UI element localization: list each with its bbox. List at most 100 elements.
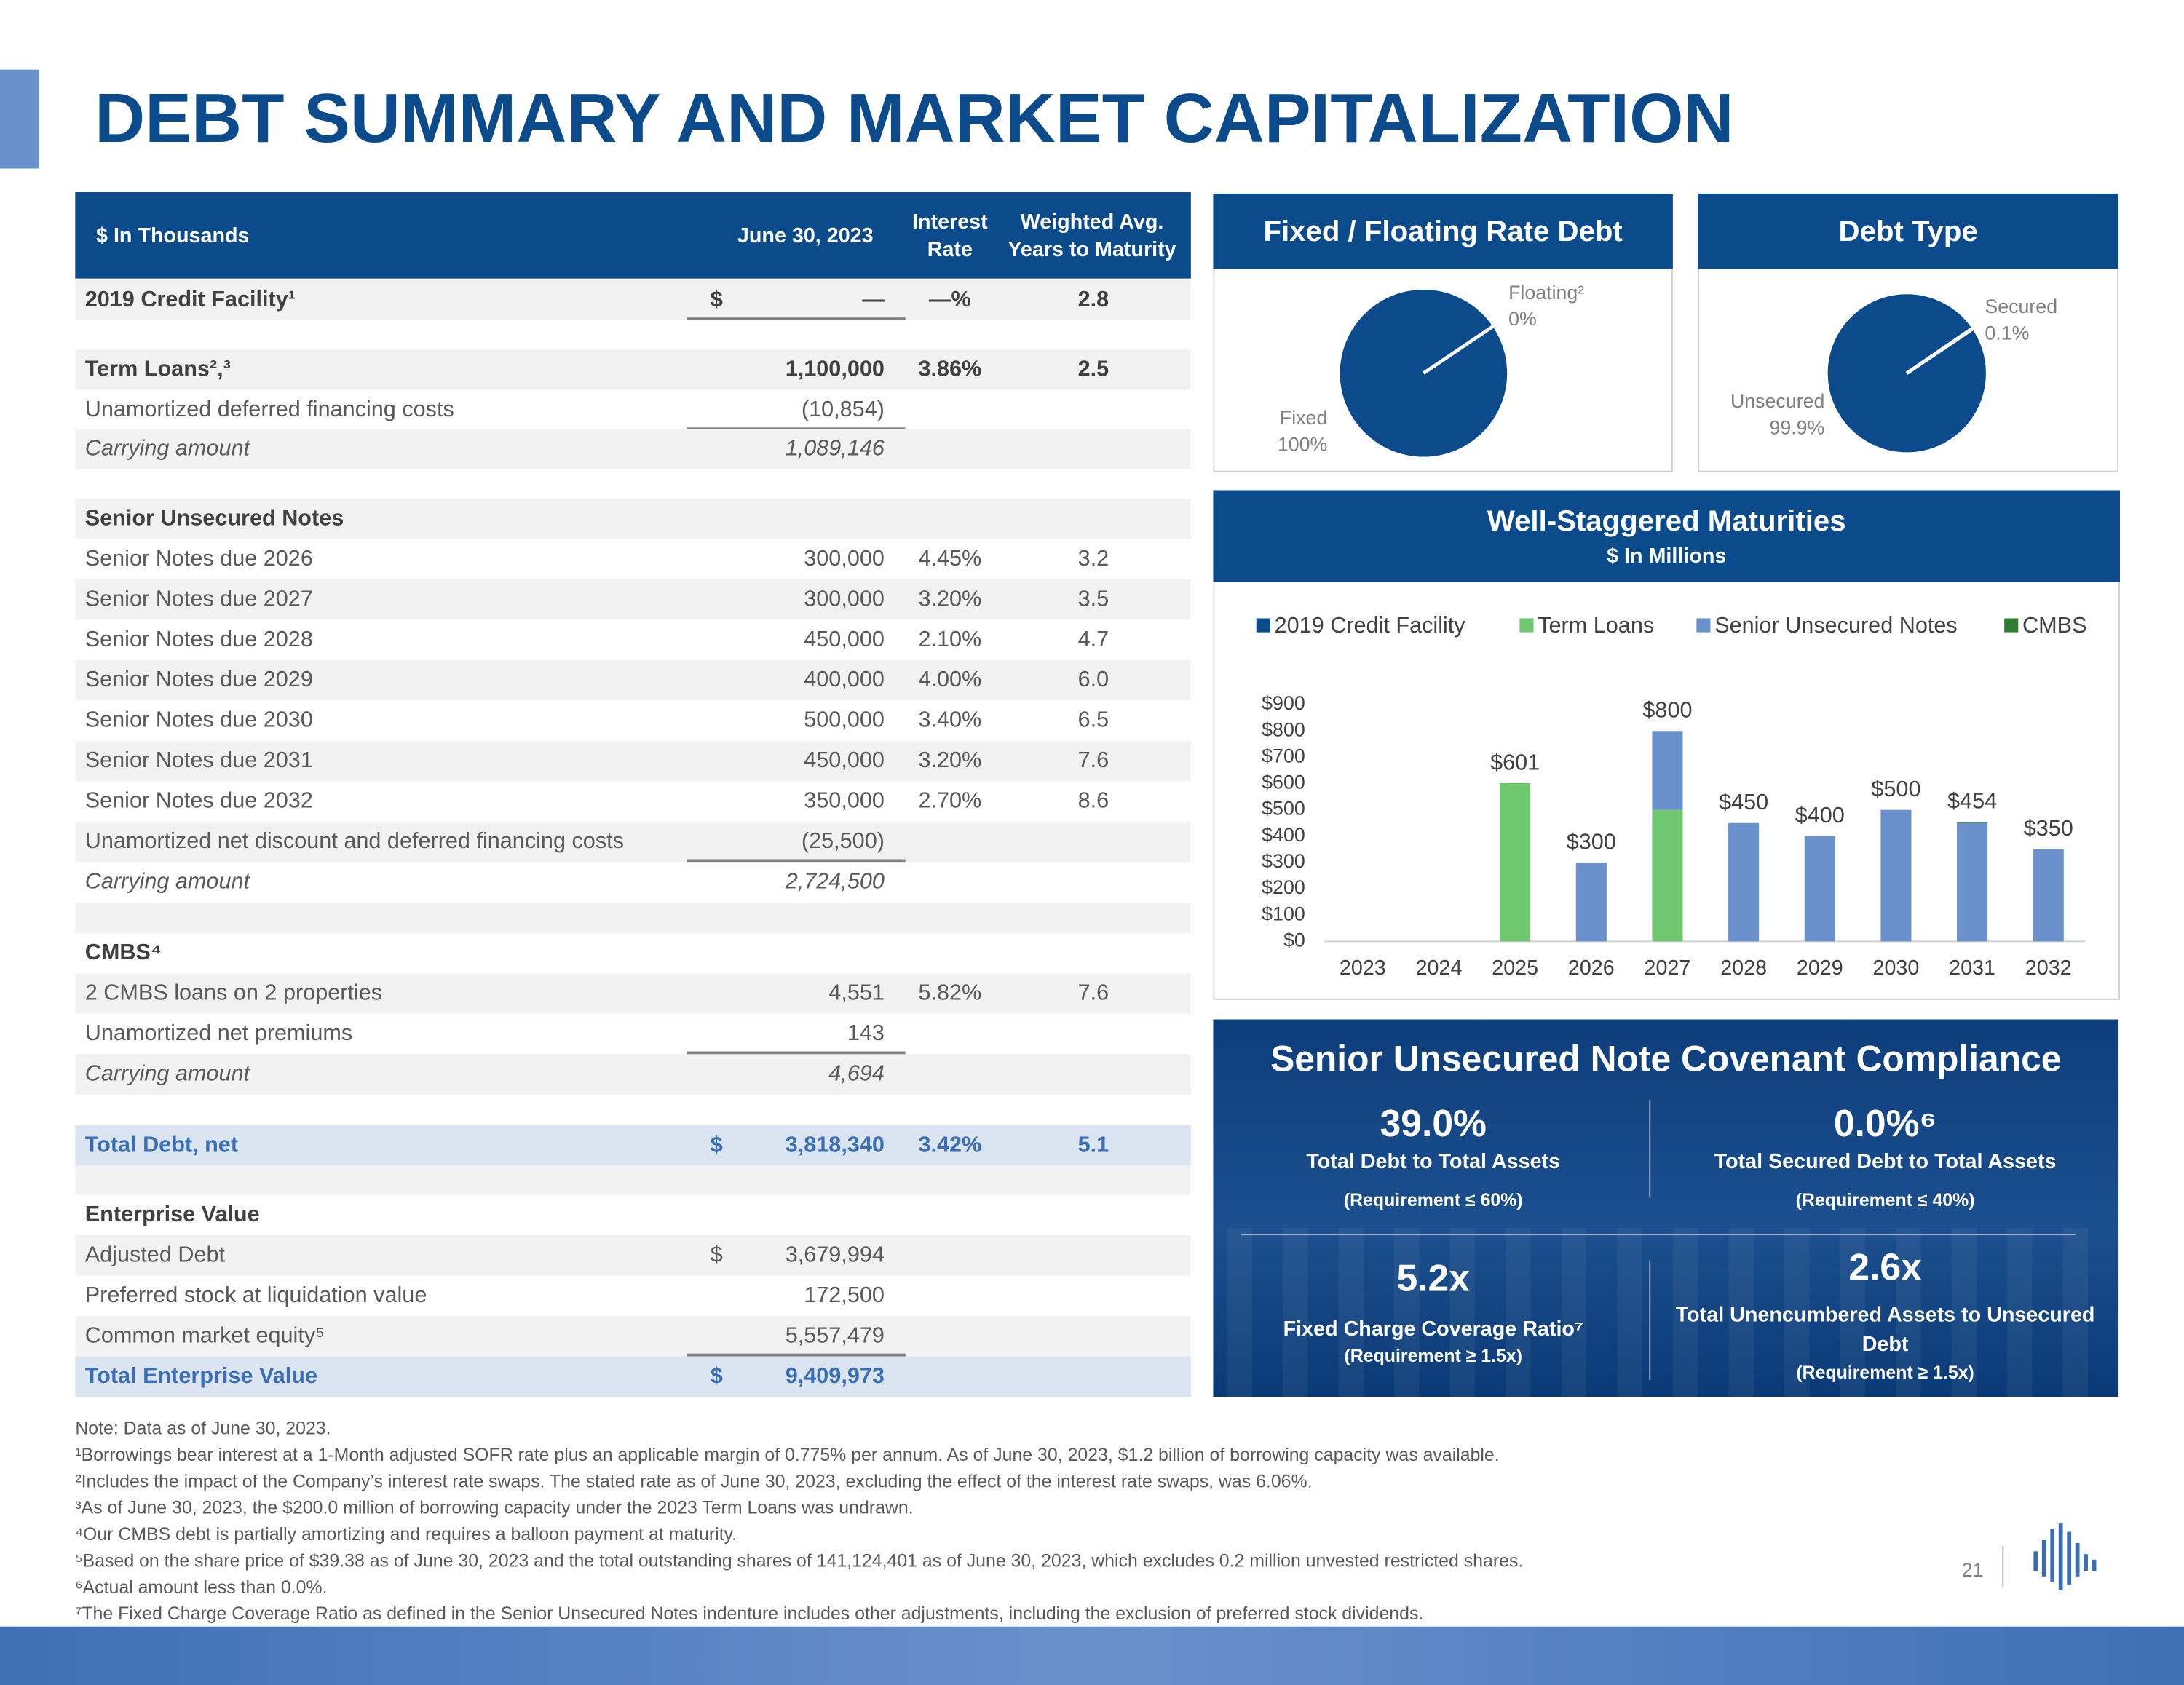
header-cell: $ In Thousands: [96, 224, 250, 248]
footnote: ¹Borrowings bear interest at a 1-Month a…: [75, 1444, 1500, 1465]
covenant-label: Total Secured Debt to Total Assets: [1714, 1150, 2057, 1174]
footnote: ²Includes the impact of the Company’s in…: [75, 1470, 1313, 1492]
rate: 3.86%: [918, 357, 982, 382]
divider: [1649, 1100, 1651, 1198]
pie-value-label: 0%: [1508, 308, 1537, 330]
bar: [1728, 822, 1760, 942]
bottom-band: [0, 1626, 2184, 1685]
amount: 4,551: [828, 981, 885, 1006]
amount: 1,100,000: [785, 357, 885, 382]
header-cell: Weighted Avg. Years to Maturity: [1008, 210, 1176, 262]
table-row: Senior Notes due 2030 500,000 3.40% 6.5: [75, 700, 1191, 741]
legend-label: CMBS: [2022, 613, 2086, 638]
y-tick-label: $500: [1262, 798, 1305, 820]
row-label: 2 CMBS loans on 2 properties: [84, 981, 383, 1006]
years: 4.7: [1077, 627, 1109, 652]
table-row: Common market equity⁵ 5,557,479: [75, 1316, 1191, 1357]
total-label: $454: [1947, 789, 1997, 814]
covenant-requirement: (Requirement ≥ 1.5x): [1796, 1362, 1974, 1383]
x-tick-label: 2025: [1492, 956, 1538, 980]
covenant-label: Total Debt to Total Assets: [1306, 1150, 1561, 1174]
y-tick-label: $900: [1262, 692, 1305, 714]
covenant-label: Total Unencumbered Assets to Unsecured D…: [1675, 1303, 2095, 1357]
spacer: [75, 1165, 1191, 1195]
amount: 5,557,479: [785, 1324, 885, 1349]
legend-swatch: [1256, 618, 1270, 633]
chart-subtitle: $ In Millions: [1607, 544, 1727, 568]
legend-swatch: [1519, 618, 1534, 633]
amount: 1,089,146: [785, 437, 885, 461]
amount: 400,000: [804, 668, 885, 692]
footnote: Note: Data as of June 30, 2023.: [75, 1417, 331, 1439]
panel-header: Fixed / Floating Rate Debt: [1213, 193, 1673, 269]
row-label: Senior Notes due 2028: [84, 627, 313, 652]
covenant-panel: [1213, 1019, 2119, 1397]
table-row: Carrying amount 1,089,146: [75, 429, 1191, 469]
page-number: 21: [1961, 1558, 1984, 1581]
table-row: Unamortized deferred financing costs (10,…: [75, 389, 1191, 431]
footnote: ⁶Actual amount less than 0.0%.: [75, 1576, 328, 1598]
total-label: $601: [1490, 750, 1540, 774]
years: 2.8: [1077, 288, 1109, 312]
logo: [2002, 1523, 2097, 1590]
amount: (10,854): [801, 398, 885, 422]
table-row: Preferred stock at liquidation value 172,…: [75, 1275, 1191, 1317]
table-row: Unamortized net premiums 143: [75, 1013, 1191, 1055]
years: 6.5: [1077, 708, 1109, 733]
amount: —: [862, 288, 885, 312]
panel-header: Well-Staggered Maturities $ In Millions: [1213, 490, 2120, 582]
amount: 172,500: [804, 1284, 885, 1308]
years: 8.6: [1077, 789, 1109, 814]
debt-table: $ In Thousands June 30, 2023 Interest Rate…: [75, 192, 1191, 1398]
years: 5.1: [1077, 1133, 1109, 1157]
table-row: Carrying amount 4,694: [75, 1054, 1191, 1095]
row-label: Carrying amount: [84, 1062, 250, 1087]
total-label: $400: [1795, 803, 1845, 828]
pie-label: Secured: [1985, 296, 2057, 317]
table-row: Senior Notes due 2028 450,000 2.10% 4.7: [75, 619, 1191, 660]
amount: 9,409,973: [785, 1364, 885, 1389]
table-row: Senior Notes due 2029 400,000 4.00% 6.0: [75, 659, 1191, 701]
footnote: ³As of June 30, 2023, the $200.0 million…: [75, 1496, 914, 1518]
x-tick-label: 2027: [1645, 956, 1691, 980]
header-cell: Interest Rate: [912, 210, 988, 262]
y-tick-label: $200: [1262, 876, 1305, 898]
row-label: Total Debt, net: [84, 1133, 239, 1157]
covenant-label: Fixed Charge Coverage Ratio⁷: [1283, 1317, 1583, 1341]
row-label: Senior Notes due 2031: [84, 749, 313, 773]
row-label: Carrying amount: [84, 437, 250, 461]
covenant-value: 39.0%: [1380, 1103, 1487, 1145]
row-label: Common market equity⁵: [84, 1324, 325, 1349]
x-tick-label: 2032: [2025, 956, 2072, 980]
table-row: Adjusted Debt $3,679,994: [75, 1235, 1191, 1276]
amount: 450,000: [804, 627, 885, 652]
rate: 4.45%: [918, 547, 982, 571]
underline: [687, 427, 906, 431]
total-label: $350: [2024, 816, 2073, 841]
pie-slice: [1905, 325, 1977, 375]
x-tick-label: 2026: [1568, 956, 1615, 980]
years: 3.2: [1077, 547, 1109, 571]
table-row: Total Enterprise Value $9,409,973: [75, 1356, 1191, 1397]
x-tick-label: 2031: [1949, 956, 1995, 980]
legend-label: 2019 Credit Facility: [1275, 613, 1466, 638]
amount: 3,679,994: [785, 1243, 885, 1268]
bar: [1957, 822, 1988, 942]
rate: 2.70%: [918, 789, 982, 814]
amount: 3,818,340: [785, 1133, 885, 1157]
divider: [1241, 1234, 2076, 1236]
footnote: ⁵Based on the share price of $39.38 as o…: [75, 1550, 1524, 1571]
table-row: Unamortized net discount and deferred fi…: [75, 821, 1191, 863]
amount: 2,724,500: [785, 870, 885, 895]
years: 3.5: [1077, 587, 1109, 611]
table-row: Senior Unsecured Notes: [75, 498, 1191, 539]
row-label: Total Enterprise Value: [84, 1364, 317, 1389]
underline: [687, 1353, 906, 1357]
bar: [1575, 862, 1607, 942]
row-label: Senior Notes due 2029: [84, 668, 313, 692]
covenant-requirement: (Requirement ≤ 40%): [1795, 1189, 1975, 1210]
table-row: CMBS⁴: [75, 932, 1191, 974]
table-row: Senior Notes due 2027 300,000 3.20% 3.5: [75, 579, 1191, 620]
amount: 500,000: [804, 708, 885, 733]
